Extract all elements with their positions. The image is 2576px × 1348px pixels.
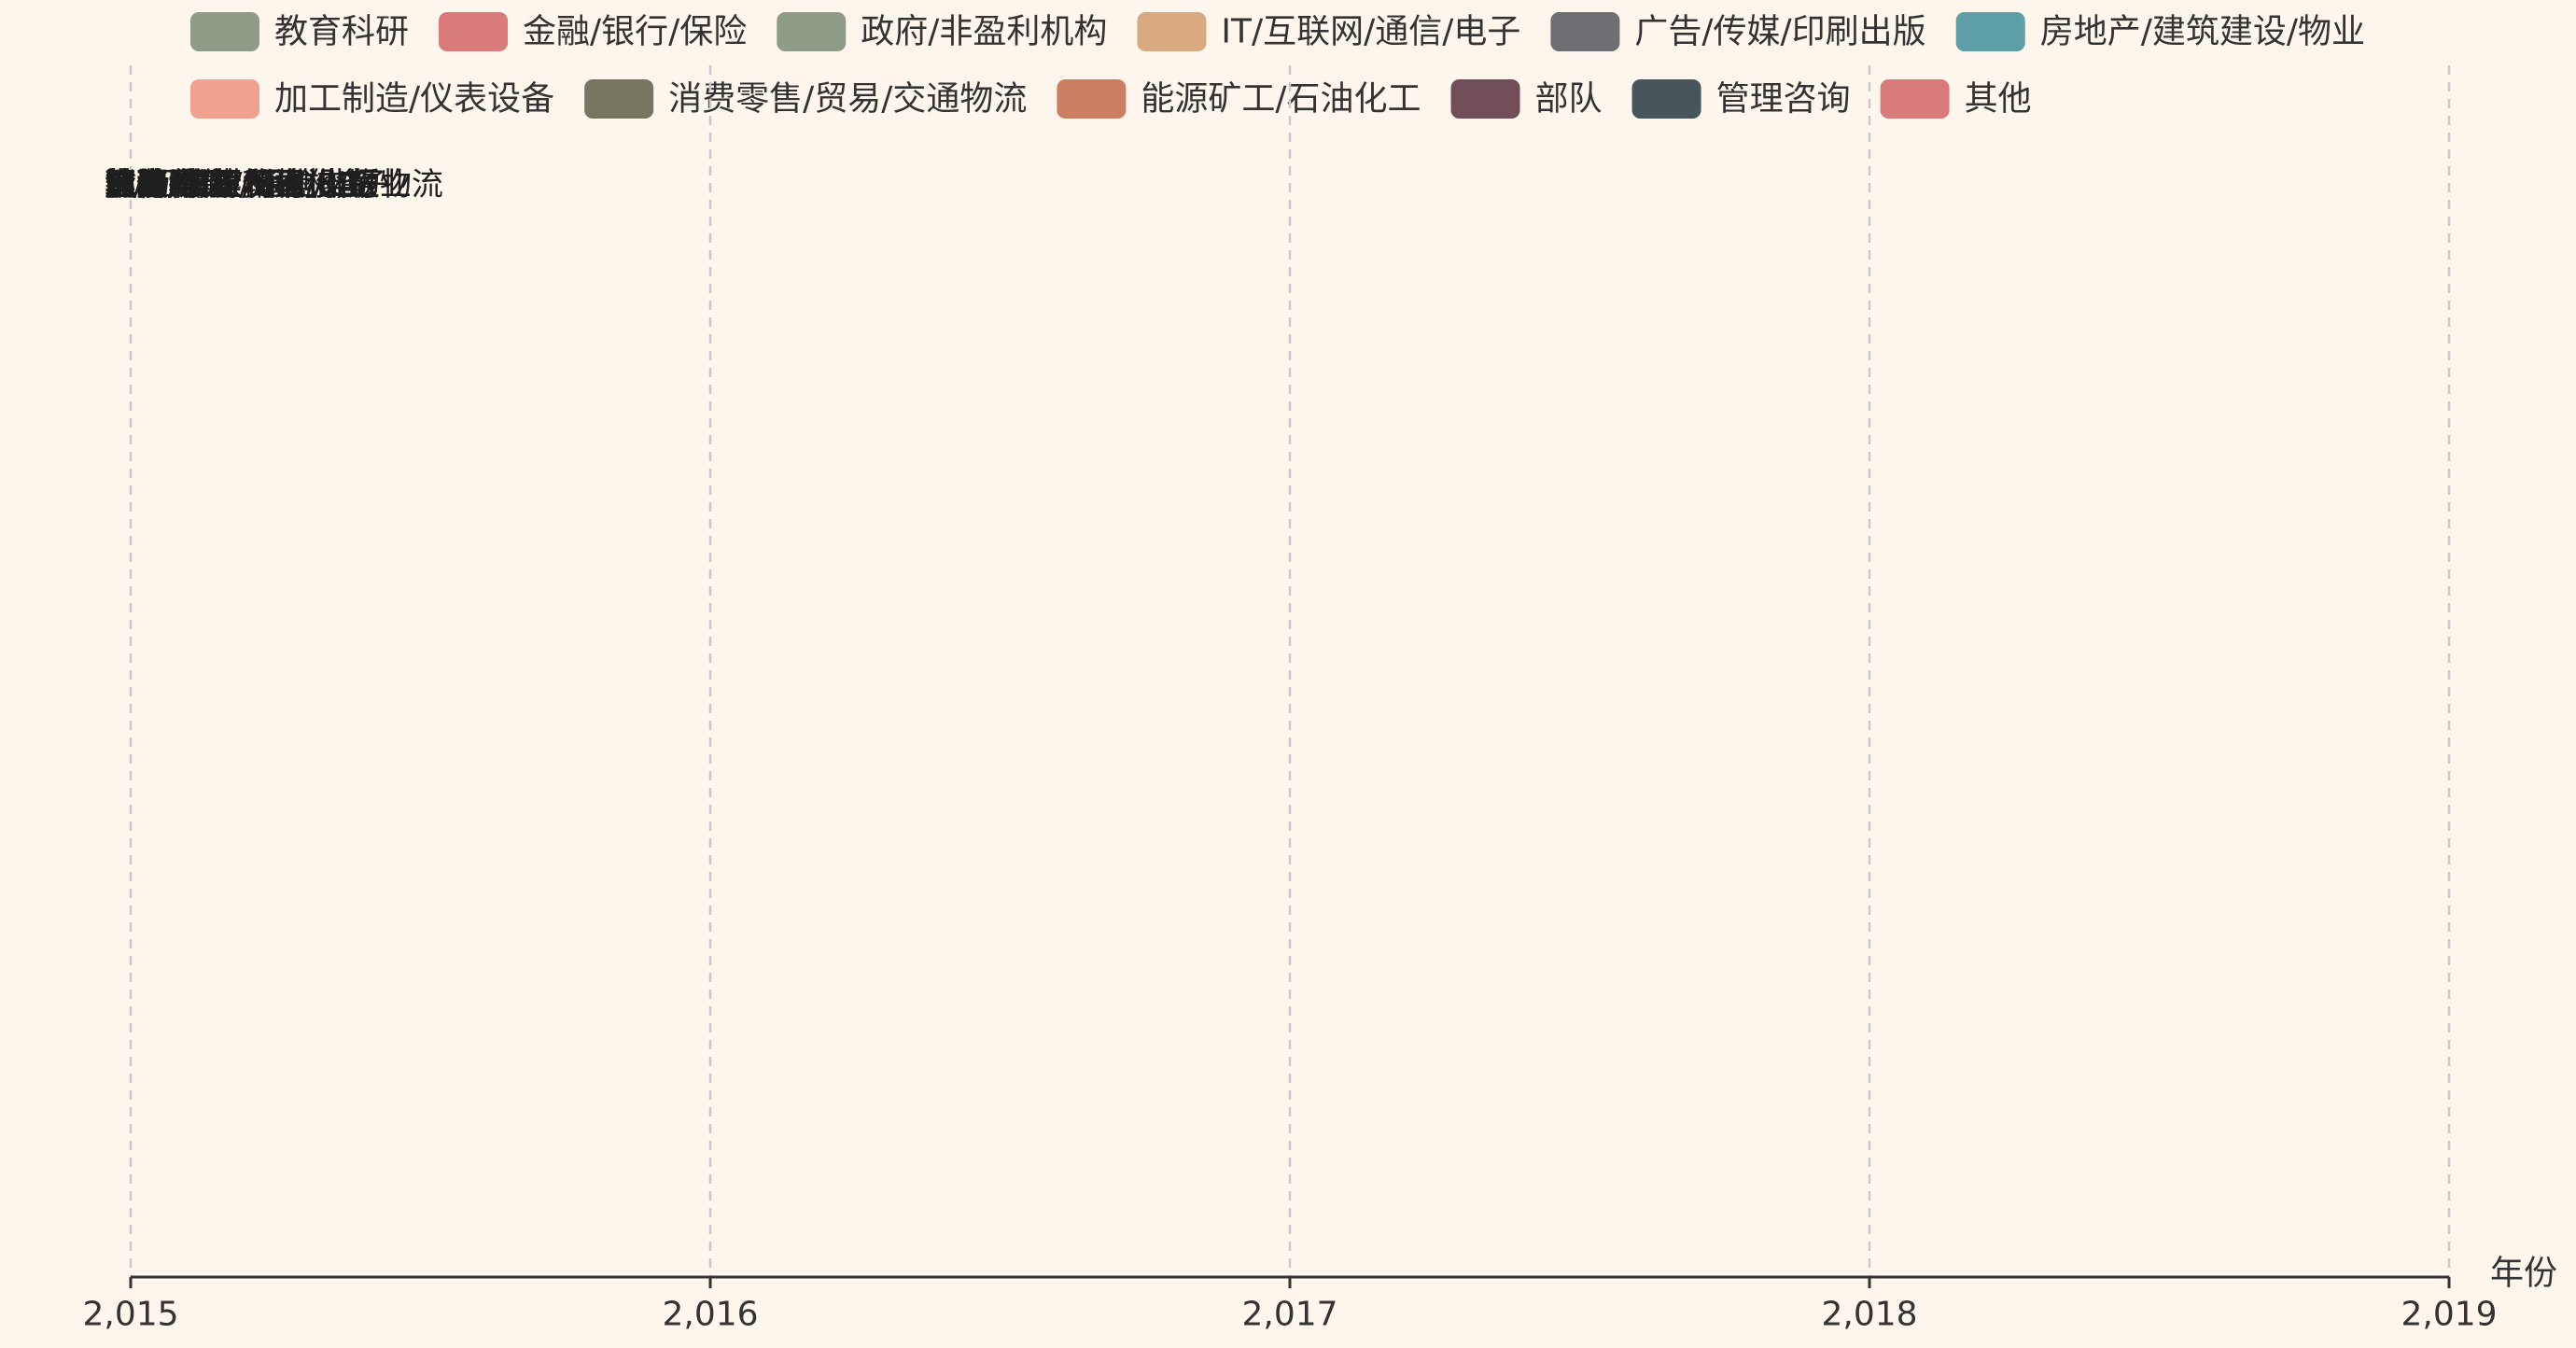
legend-item[interactable]: 加工制造/仪表设备 xyxy=(190,79,554,119)
point-label: 管理咨询 xyxy=(105,166,231,204)
point-label: 加工制造/仪表设备 xyxy=(105,166,369,204)
x-tick-label: 2,019 xyxy=(2401,1296,2497,1334)
legend-swatch xyxy=(190,79,259,119)
legend-item[interactable]: 其他 xyxy=(1880,79,2032,119)
legend-swatch xyxy=(1137,12,1207,51)
legend-label: IT/互联网/通信/电子 xyxy=(1221,13,1520,51)
legend-swatch xyxy=(1550,12,1620,51)
legend: 教育科研 金融/银行/保险 政府/非盈利机构 IT/互联网/通信/电子 广告/传媒/印刷… xyxy=(190,12,2365,119)
point-label: 房地产/建筑建设/物业 xyxy=(105,166,412,204)
legend-swatch xyxy=(1880,79,1950,119)
legend-item[interactable]: 金融/银行/保险 xyxy=(439,12,747,51)
legend-label: 部队 xyxy=(1535,80,1603,119)
legend-label: 能源矿工/石油化工 xyxy=(1141,80,1421,119)
legend-item[interactable]: 消费零售/贸易/交通物流 xyxy=(584,79,1027,119)
legend-swatch xyxy=(1631,79,1701,119)
legend-swatch xyxy=(584,79,654,119)
point-label: 金融/银行/保险 xyxy=(105,166,316,204)
legend-item[interactable]: 管理咨询 xyxy=(1631,79,1851,119)
legend-swatch xyxy=(1450,79,1520,119)
x-tick-label: 2,017 xyxy=(1241,1296,1337,1334)
legend-label: 教育科研 xyxy=(274,13,409,51)
x-tick-label: 2,015 xyxy=(82,1296,178,1334)
legend-label: 金融/银行/保险 xyxy=(523,13,747,51)
legend-label: 房地产/建筑建设/物业 xyxy=(2040,13,2365,51)
x-tick-label: 2,018 xyxy=(1821,1296,1917,1334)
grid xyxy=(129,65,2451,1277)
legend-swatch xyxy=(439,12,509,51)
point-labels: 教育科研金融/银行/保险政府/非盈利机构IT/互联网/通信/电子广告/传媒/印刷… xyxy=(105,166,443,204)
legend-item[interactable]: 政府/非盈利机构 xyxy=(777,12,1107,51)
legend-item[interactable]: IT/互联网/通信/电子 xyxy=(1137,12,1520,51)
legend-label: 其他 xyxy=(1965,80,2032,119)
legend-item[interactable]: 房地产/建筑建设/物业 xyxy=(1955,12,2365,51)
legend-swatch xyxy=(777,12,847,51)
legend-item[interactable]: 教育科研 xyxy=(190,12,409,51)
legend-item[interactable]: 广告/传媒/印刷出版 xyxy=(1550,12,1926,51)
point-label: 能源矿工/石油化工 xyxy=(105,166,369,204)
legend-swatch xyxy=(1057,79,1127,119)
point-label: IT/互联网/通信/电子 xyxy=(105,166,387,204)
legend-label: 政府/非盈利机构 xyxy=(861,13,1107,51)
point-label: 政府/非盈利机构 xyxy=(105,166,337,204)
x-tick-label: 2,016 xyxy=(662,1296,758,1334)
legend-label: 管理咨询 xyxy=(1716,80,1851,119)
point-label: 教育科研 xyxy=(105,166,231,204)
legend-swatch xyxy=(1955,12,2025,51)
point-label: 广告/传媒/印刷出版 xyxy=(105,166,380,204)
point-label: 消费零售/贸易/交通物流 xyxy=(105,166,443,204)
x-axis-title: 年份 xyxy=(2490,1255,2557,1293)
legend-swatch xyxy=(190,12,259,51)
legend-item[interactable]: 部队 xyxy=(1450,79,1603,119)
legend-label: 消费零售/贸易/交通物流 xyxy=(668,80,1027,119)
legend-item[interactable]: 能源矿工/石油化工 xyxy=(1057,79,1421,119)
point-label: 部队 xyxy=(105,166,168,204)
legend-label: 加工制造/仪表设备 xyxy=(274,80,554,119)
legend-label: 广告/传媒/印刷出版 xyxy=(1634,13,1925,51)
point-label: 其他 xyxy=(105,166,168,204)
